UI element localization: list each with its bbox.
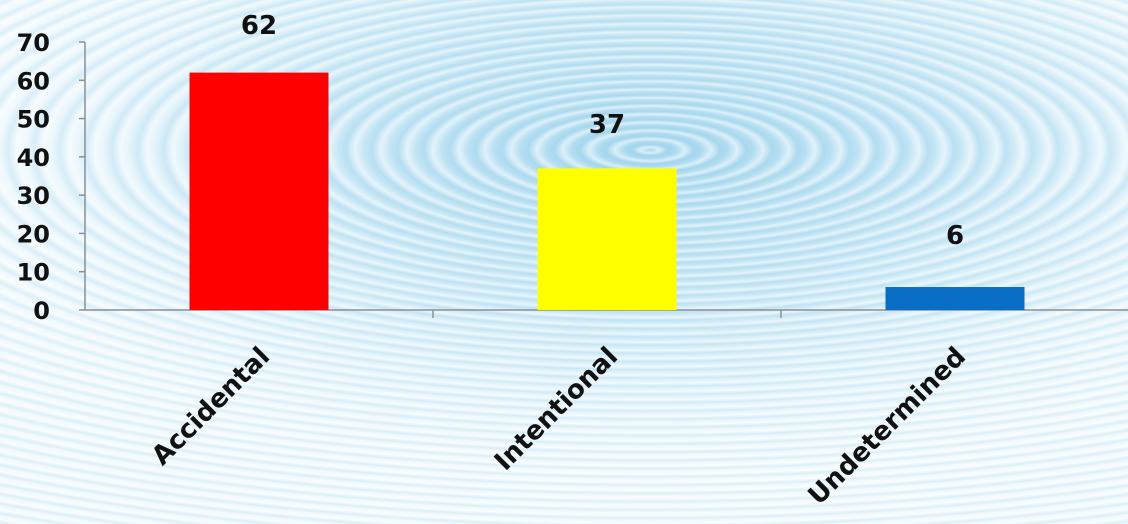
data-label-undetermined: 6 (946, 221, 964, 251)
category-label-undetermined: Undetermined (803, 342, 972, 511)
data-label-intentional: 37 (589, 110, 625, 140)
category-labels: Accidental Intentional Undetermined (146, 342, 972, 511)
x-axis (85, 309, 1128, 318)
y-tick-label: 10 (17, 259, 50, 287)
bar-intentional (537, 168, 677, 310)
y-tick-label: 20 (17, 220, 50, 248)
y-tick-label: 40 (17, 144, 50, 172)
bar-undetermined (885, 287, 1025, 310)
data-labels: 62 37 6 (241, 11, 964, 251)
y-tick-label: 30 (17, 182, 50, 210)
data-label-accidental: 62 (241, 11, 277, 41)
y-axis: 0 10 20 30 40 50 60 70 (17, 29, 86, 325)
category-label-intentional: Intentional (489, 342, 624, 477)
y-tick-label: 50 (17, 106, 50, 134)
y-tick-label: 70 (17, 29, 50, 57)
y-tick-label: 60 (17, 67, 50, 95)
y-tick-label: 0 (33, 297, 50, 325)
bars (189, 72, 1025, 310)
category-label-accidental: Accidental (146, 342, 276, 472)
bar-accidental (189, 72, 329, 310)
